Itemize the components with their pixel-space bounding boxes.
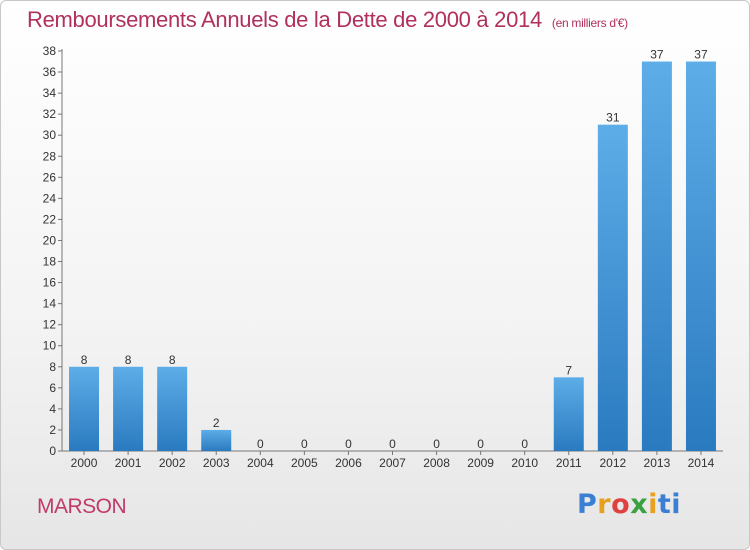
bar: [641, 61, 672, 452]
proxiti-logo: Proxiti: [577, 489, 681, 520]
y-tick-label: 24: [43, 191, 57, 205]
y-tick-label: 36: [43, 65, 57, 79]
logo-letter: P: [577, 489, 598, 520]
y-tick-label: 34: [43, 86, 57, 100]
y-tick-label: 14: [43, 297, 57, 311]
location-name: MARSON: [37, 495, 127, 518]
data-label: 37: [694, 48, 708, 62]
data-label: 37: [650, 48, 664, 62]
bar: [597, 124, 628, 452]
logo-letter: r: [597, 489, 612, 520]
x-tick-label: 2008: [423, 456, 450, 470]
x-tick-label: 2004: [247, 456, 274, 470]
data-label: 0: [301, 437, 308, 451]
bar: [553, 377, 584, 451]
logo-letter: i: [648, 489, 658, 520]
bar: [157, 366, 188, 451]
logo-letter: x: [630, 489, 649, 520]
chart-unit-note: (en milliers d'€): [551, 16, 628, 30]
data-label: 8: [81, 353, 88, 367]
y-tick-label: 12: [43, 318, 57, 332]
data-label: 8: [169, 353, 176, 367]
y-tick-label: 22: [43, 212, 57, 226]
bar: [113, 366, 144, 451]
x-tick-label: 2010: [511, 456, 538, 470]
y-tick-label: 28: [43, 149, 57, 163]
logo-letter: ti: [657, 489, 682, 520]
bar: [69, 366, 100, 451]
x-tick-label: 2012: [599, 456, 626, 470]
chart-title: Remboursements Annuels de la Dette de 20…: [27, 7, 628, 33]
data-label: 0: [477, 437, 484, 451]
x-tick-label: 2014: [688, 456, 715, 470]
y-tick-label: 4: [49, 402, 56, 416]
y-tick-label: 32: [43, 107, 57, 121]
bars: [69, 61, 716, 452]
x-tick-label: 2011: [556, 456, 582, 470]
data-label: 0: [433, 437, 440, 451]
x-tick-label: 2006: [335, 456, 362, 470]
y-tick-label: 30: [43, 128, 57, 142]
data-label: 0: [257, 437, 264, 451]
x-tick-label: 2003: [203, 456, 230, 470]
data-label: 31: [606, 111, 620, 125]
x-tick-label: 2005: [291, 456, 318, 470]
data-label: 7: [565, 363, 572, 377]
data-label: 0: [345, 437, 352, 451]
chart-title-text: Remboursements Annuels de la Dette de 20…: [27, 7, 542, 32]
y-tick-label: 26: [43, 170, 57, 184]
x-tick-label: 2007: [379, 456, 406, 470]
y-tick-label: 16: [43, 276, 57, 290]
x-tick-label: 2002: [159, 456, 186, 470]
bar: [685, 61, 716, 452]
y-tick-label: 10: [43, 339, 57, 353]
y-tick-label: 18: [43, 255, 57, 269]
y-tick-label: 0: [49, 444, 56, 458]
x-tick-label: 2013: [644, 456, 671, 470]
data-label: 0: [389, 437, 396, 451]
data-label: 0: [521, 437, 528, 451]
y-tick-label: 38: [43, 44, 57, 58]
bar: [201, 429, 232, 451]
y-tick-label: 8: [49, 360, 56, 374]
y-tick-label: 6: [49, 381, 56, 395]
data-label: 8: [125, 353, 132, 367]
value-labels: 8 8 8 2 0 0 0 0 0 0 0 7 31 37 37: [81, 48, 708, 451]
y-tick-label: 20: [43, 233, 57, 247]
data-label: 2: [213, 416, 220, 430]
logo-letter: o: [611, 489, 631, 520]
x-tick-label: 2009: [467, 456, 494, 470]
y-tick-label: 2: [49, 423, 56, 437]
x-tick-label: 2001: [115, 456, 142, 470]
x-tick-label: 2000: [71, 456, 98, 470]
